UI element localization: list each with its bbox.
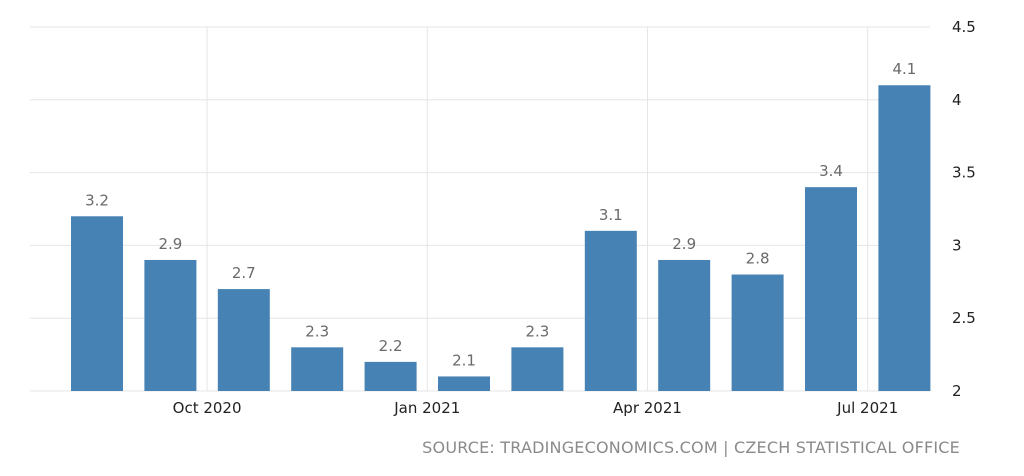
source-caption: SOURCE: TRADINGECONOMICS.COM | CZECH STA… [422,438,960,457]
y-tick-label: 3.5 [952,164,976,182]
data-label: 2.8 [746,250,770,268]
x-tick-label: Apr 2021 [613,399,682,417]
x-tick-label: Oct 2020 [173,399,242,417]
bar [584,230,637,391]
value-labels: 3.2 2.9 2.7 2.3 2.2 2.1 2.3 3.1 2.9 2.8 3.4 4.1 [85,60,916,369]
x-tick-label: Jan 2021 [393,399,460,417]
data-label: 2.2 [379,337,403,355]
data-label: 3.1 [599,206,623,224]
data-label: 3.4 [819,162,843,180]
y-tick-label: 2.5 [952,309,976,327]
data-label: 3.2 [85,191,109,209]
data-label: 2.9 [158,235,182,253]
data-label: 4.1 [892,60,916,78]
bar [805,187,857,391]
bar [364,361,417,391]
bar [511,347,564,391]
data-label: 2.7 [232,264,256,282]
y-tick-label: 2 [952,382,962,400]
y-axis-ticks: 2 2.5 3 3.5 4 4.5 [952,18,976,400]
bar [438,376,490,391]
data-label: 2.1 [452,351,476,369]
bar [291,347,344,391]
y-tick-label: 3 [952,236,962,254]
x-axis-ticks: Oct 2020 Jan 2021 Apr 2021 Jul 2021 [173,399,899,417]
bars [71,85,931,392]
data-label: 2.3 [305,322,329,340]
data-label: 2.3 [525,322,549,340]
bar [658,259,711,391]
y-tick-label: 4 [952,91,962,109]
y-tick-label: 4.5 [952,18,976,36]
bar [731,274,784,391]
data-label: 2.9 [672,235,696,253]
bar [878,85,931,392]
bar [217,289,270,391]
x-tick-label: Jul 2021 [836,399,898,417]
bar [71,216,123,391]
bar [144,259,197,391]
